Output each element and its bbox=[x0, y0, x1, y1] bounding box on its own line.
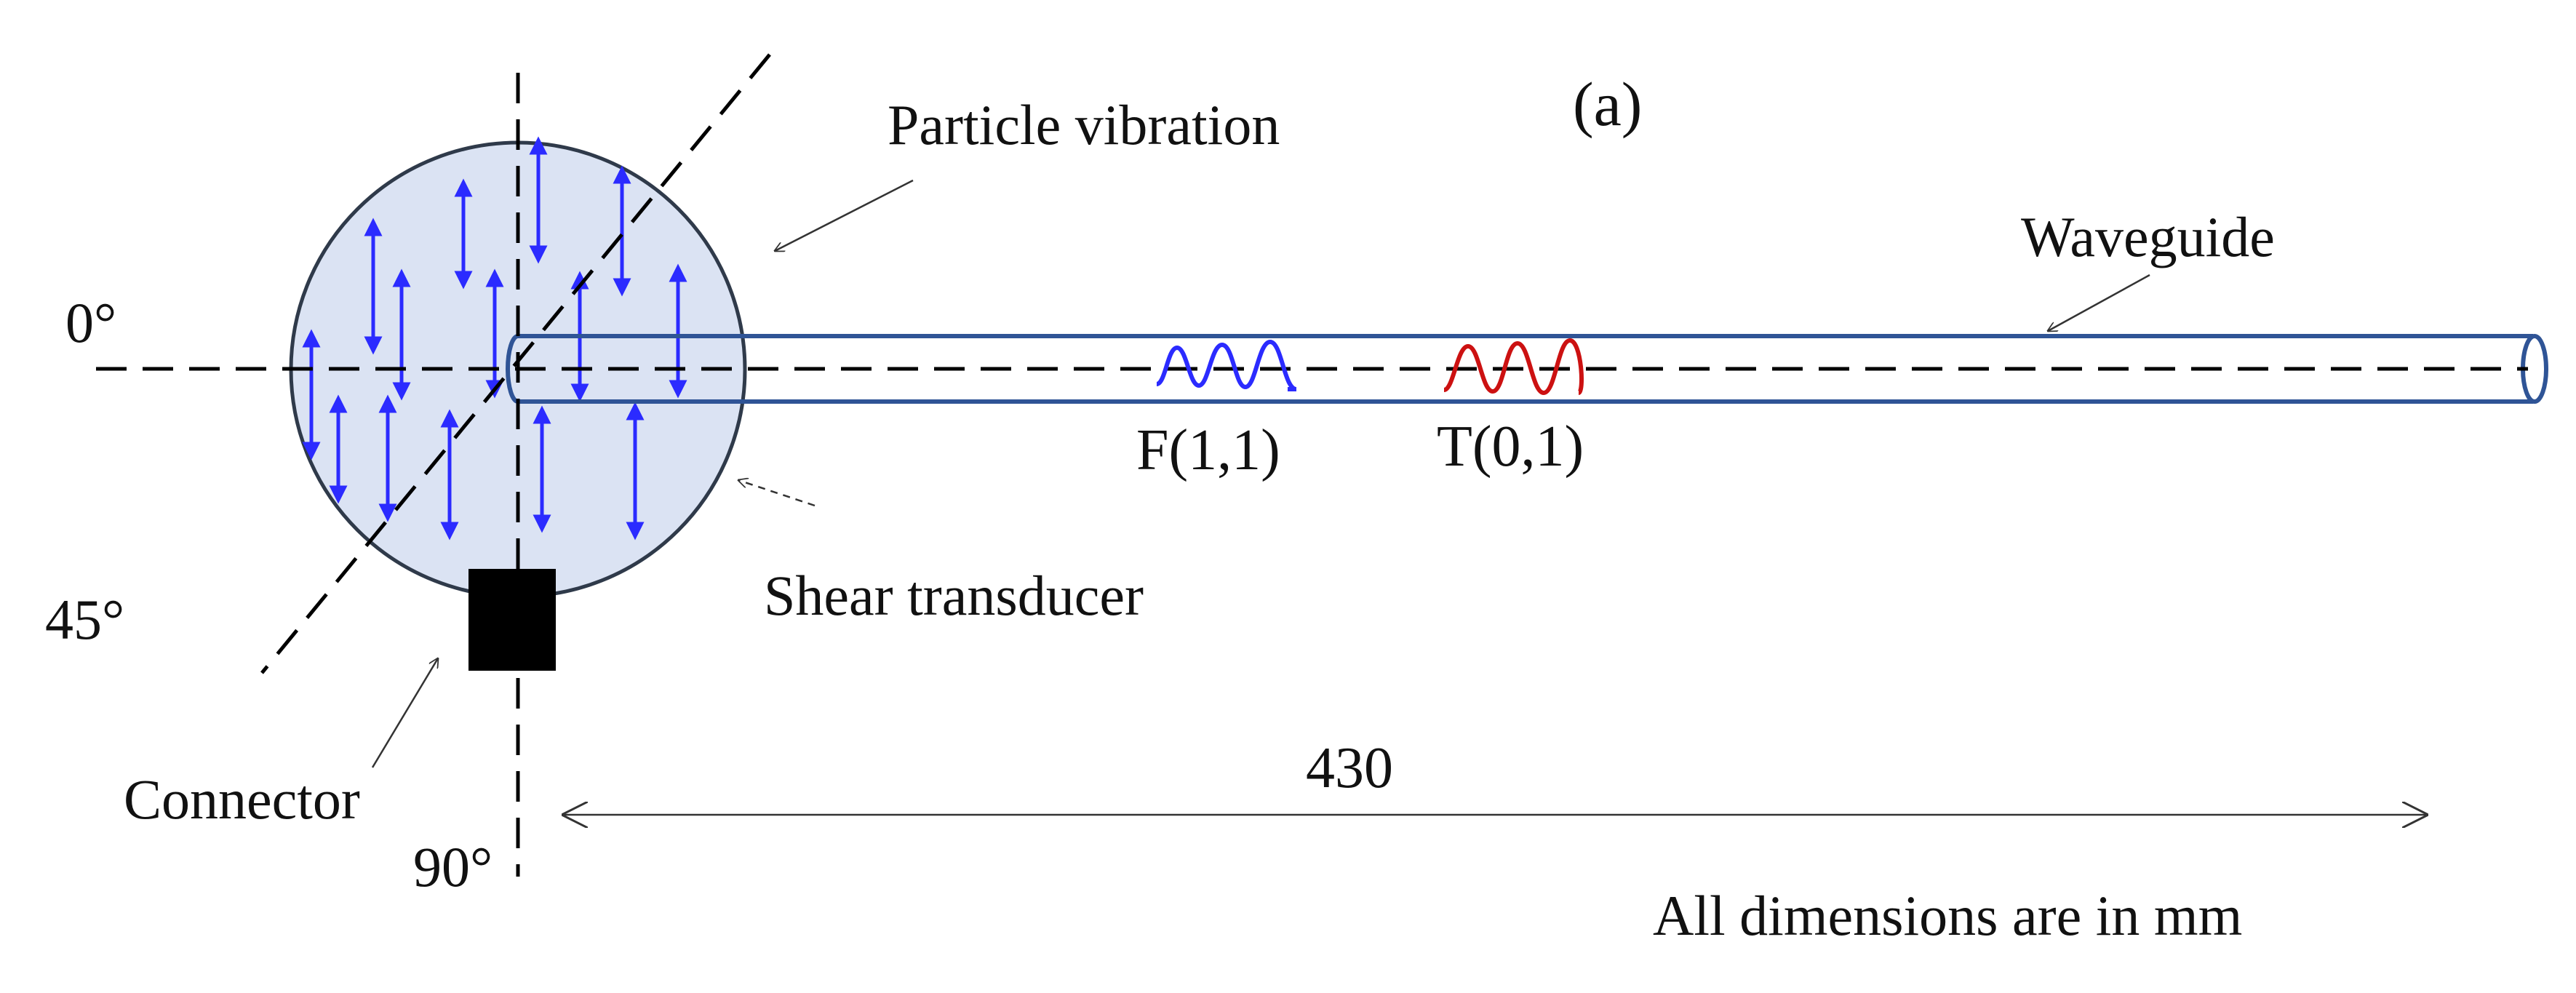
flexural-mode-label: F(1,1) bbox=[1136, 418, 1280, 482]
shear-transducer-leader bbox=[738, 480, 816, 507]
axis-45-deg bbox=[260, 53, 771, 674]
panel-label: (a) bbox=[1573, 69, 1642, 139]
connector-block bbox=[468, 569, 556, 671]
dimension-value: 430 bbox=[1306, 736, 1393, 800]
particle-vibration-label: Particle vibration bbox=[888, 93, 1280, 156]
torsional-wave-packet bbox=[1443, 338, 1584, 396]
torsional-mode-label: T(0,1) bbox=[1437, 415, 1584, 479]
particle-vibration-leader bbox=[775, 179, 914, 251]
angle-0-label: 0° bbox=[65, 291, 116, 354]
connector-leader bbox=[371, 658, 438, 768]
angle-45-label: 45° bbox=[45, 588, 124, 651]
waveguide-label: Waveguide bbox=[2021, 205, 2275, 268]
connector-label: Connector bbox=[124, 767, 360, 831]
waveguide-leader bbox=[2048, 274, 2150, 331]
particle-vibration-arrows bbox=[302, 136, 687, 541]
flexural-wave-packet bbox=[1155, 339, 1298, 391]
angle-axes bbox=[96, 53, 2528, 877]
shear-transducer-label: Shear transducer bbox=[764, 564, 1144, 627]
angle-90-label: 90° bbox=[413, 835, 493, 898]
units-note: All dimensions are in mm bbox=[1653, 884, 2242, 947]
